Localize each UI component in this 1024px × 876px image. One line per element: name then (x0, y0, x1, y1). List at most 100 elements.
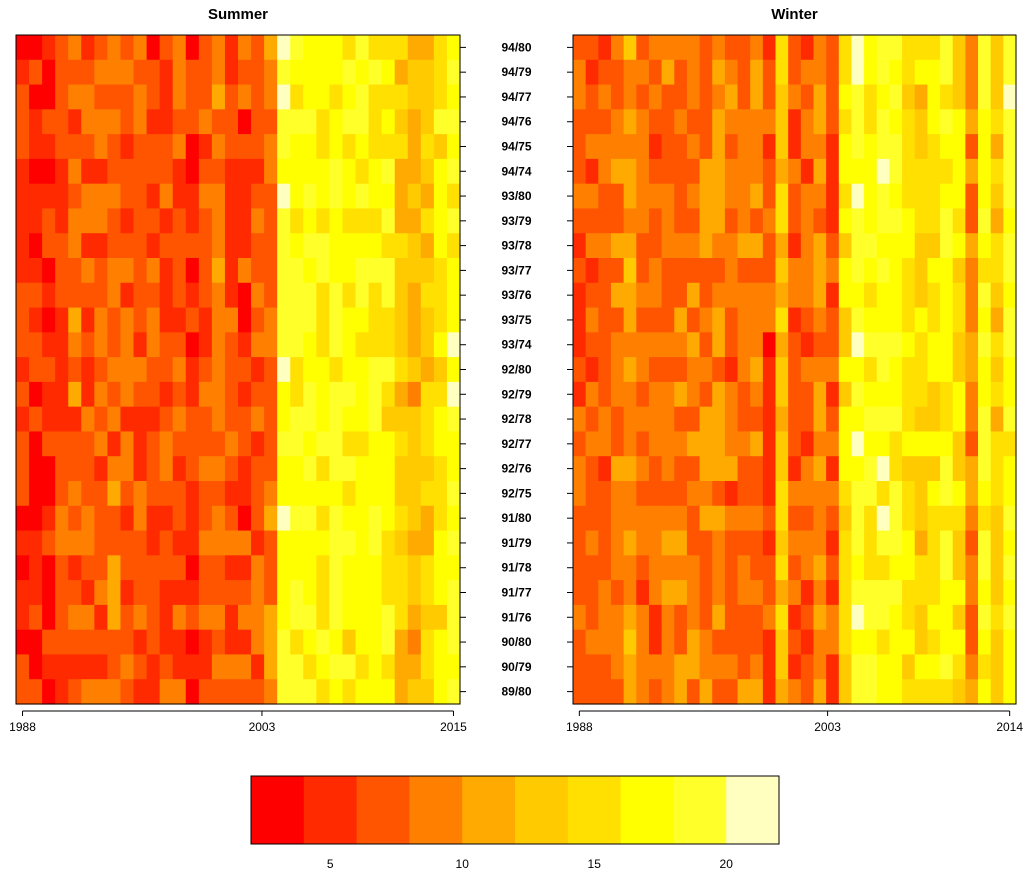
heatmap-cell (446, 654, 461, 680)
heatmap-cell (264, 604, 278, 631)
heatmap-cell (211, 381, 226, 408)
heatmap-cell (585, 158, 599, 185)
heatmap-cell (914, 258, 928, 284)
heatmap-cell (927, 307, 941, 333)
heatmap-cell (446, 381, 461, 408)
heatmap-cell (211, 109, 226, 135)
heatmap-cell (290, 357, 304, 383)
heatmap-cell (598, 208, 612, 234)
heatmap-cell (990, 481, 1004, 507)
heatmap-cell (16, 481, 30, 507)
heatmap-cell (172, 555, 187, 581)
heatmap-cell (211, 233, 226, 259)
heatmap-cell (159, 282, 174, 309)
heatmap-cell (16, 258, 30, 284)
heatmap-cell (277, 456, 291, 482)
heatmap-cell (876, 59, 891, 86)
heatmap-cell (303, 456, 317, 482)
heatmap-cell (16, 35, 30, 61)
heatmap-cell (990, 505, 1004, 532)
heatmap-cell (978, 233, 992, 259)
heatmap-cell (623, 555, 637, 581)
heatmap-cell (826, 134, 840, 160)
heatmap-cell (838, 109, 853, 135)
heatmap-cell (762, 431, 777, 457)
heatmap-cell (420, 183, 435, 210)
heatmap-cell (68, 381, 82, 408)
heatmap-cell (712, 381, 726, 408)
heatmap-cell (724, 481, 739, 507)
heatmap-cell (16, 307, 30, 333)
heatmap-cell (889, 109, 903, 135)
heatmap-cell (978, 431, 992, 457)
heatmap-cell (788, 282, 802, 309)
heatmap-cell (68, 233, 82, 259)
heatmap-cell (16, 604, 30, 631)
heatmap-cell (107, 35, 122, 61)
heatmap-cell (420, 679, 435, 705)
heatmap-cell (573, 35, 587, 61)
heatmap-cell (889, 35, 903, 61)
heatmap-cell (775, 84, 789, 110)
heatmap-cell (342, 555, 357, 581)
heatmap-cell (674, 208, 688, 234)
heatmap-cell (159, 357, 174, 383)
heatmap-cell (172, 381, 187, 408)
heatmap-cell (42, 505, 56, 532)
row-label: 89/80 (501, 685, 531, 699)
heatmap-cell (610, 654, 625, 680)
heatmap-cell (636, 357, 650, 383)
heatmap-cell (81, 158, 95, 185)
heatmap-cell (381, 282, 396, 309)
heatmap-cell (813, 679, 827, 705)
heatmap-cell (978, 679, 992, 705)
heatmap-cell (788, 158, 802, 185)
heatmap-cell (838, 555, 853, 581)
heatmap-cell (902, 258, 916, 284)
heatmap-cell (264, 233, 278, 259)
heatmap-cell (42, 35, 56, 61)
heatmap-cell (407, 530, 422, 556)
heatmap-cell (762, 654, 777, 680)
heatmap-cell (699, 505, 713, 532)
heatmap-cell (978, 481, 992, 507)
heatmap-cell (598, 629, 612, 656)
heatmap-cell (251, 233, 265, 259)
heatmap-cell (172, 406, 187, 433)
heatmap-cell (198, 109, 213, 135)
heatmap-cell (864, 456, 878, 482)
heatmap-cell (610, 134, 625, 160)
heatmap-cell (674, 183, 688, 210)
heatmap-cell (788, 357, 802, 383)
heatmap-cell (699, 134, 713, 160)
heatmap-cell (750, 183, 764, 210)
heatmap-cell (251, 183, 265, 210)
heatmap-cell (264, 307, 278, 333)
heatmap-cell (394, 158, 409, 185)
heatmap-cell (699, 555, 713, 581)
heatmap-cell (446, 629, 461, 656)
heatmap-cell (407, 258, 422, 284)
heatmap-cell (94, 59, 109, 86)
heatmap-cell (16, 134, 30, 160)
heatmap-cell (598, 530, 612, 556)
heatmap-cell (889, 307, 903, 333)
heatmap-cell (290, 35, 304, 61)
heatmap-cell (585, 381, 599, 408)
heatmap-cell (68, 654, 82, 680)
heatmap-cell (433, 84, 448, 110)
heatmap-cell (636, 679, 650, 705)
heatmap-cell (107, 208, 122, 234)
heatmap-cell (94, 505, 109, 532)
heatmap-cell (277, 431, 291, 457)
heatmap-cell (750, 555, 764, 581)
heatmap-cell (712, 505, 726, 532)
heatmap-cell (198, 481, 213, 507)
heatmap-cell (146, 555, 161, 581)
heatmap-cell (636, 158, 650, 185)
heatmap-cell (185, 158, 200, 185)
heatmap-cell (927, 332, 941, 358)
heatmap-cell (211, 357, 226, 383)
heatmap-cell (329, 604, 344, 631)
